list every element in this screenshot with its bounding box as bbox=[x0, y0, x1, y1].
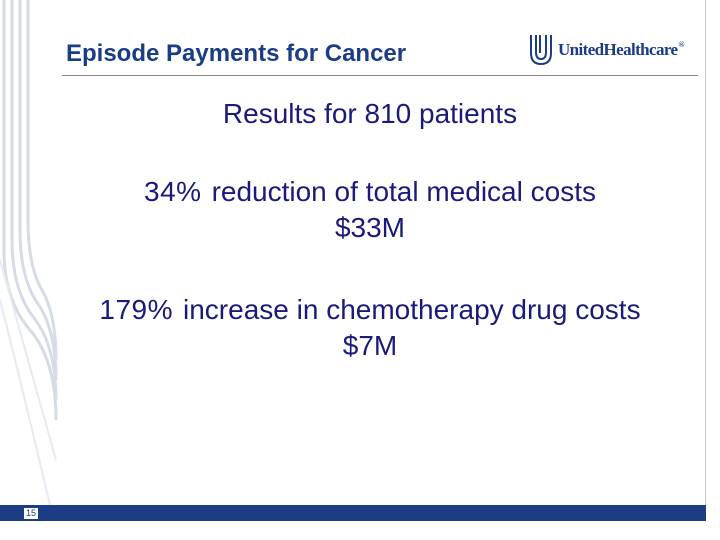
stat-percent: 34% bbox=[144, 176, 202, 207]
slide-subtitle: Results for 810 patients bbox=[222, 98, 518, 129]
stat-line: 34% reduction of total medical costs bbox=[60, 174, 680, 210]
stat-amount: $7M bbox=[342, 330, 398, 361]
title-divider bbox=[62, 75, 698, 76]
unitedhealthcare-logo: UnitedHealthcare® bbox=[528, 32, 688, 68]
stat-amount: $33M bbox=[334, 212, 406, 243]
right-edge-rule bbox=[705, 0, 706, 521]
page-number: 15 bbox=[24, 508, 39, 519]
slide-title: Episode Payments for Cancer bbox=[66, 40, 407, 67]
slide-content: Results for 810 patients 34% reduction of… bbox=[60, 96, 680, 364]
stat-percent: 179% bbox=[99, 294, 174, 325]
logo-name: UnitedHealthcare bbox=[558, 40, 678, 59]
stat-description: reduction of total medical costs bbox=[211, 176, 596, 207]
registered-mark: ® bbox=[678, 40, 684, 49]
footer-bar bbox=[0, 505, 706, 521]
logo-wordmark: UnitedHealthcare® bbox=[558, 40, 684, 60]
stat-drug-cost-increase: 179% increase in chemotherapy drug costs … bbox=[80, 292, 660, 364]
stat-cost-reduction: 34% reduction of total medical costs $33M bbox=[60, 174, 680, 246]
stat-line: 179% increase in chemotherapy drug costs bbox=[80, 292, 660, 328]
unitedhealthcare-u-logo-icon bbox=[530, 35, 552, 66]
stat-description: increase in chemotherapy drug costs bbox=[183, 294, 641, 325]
decorative-stripes bbox=[0, 0, 58, 506]
